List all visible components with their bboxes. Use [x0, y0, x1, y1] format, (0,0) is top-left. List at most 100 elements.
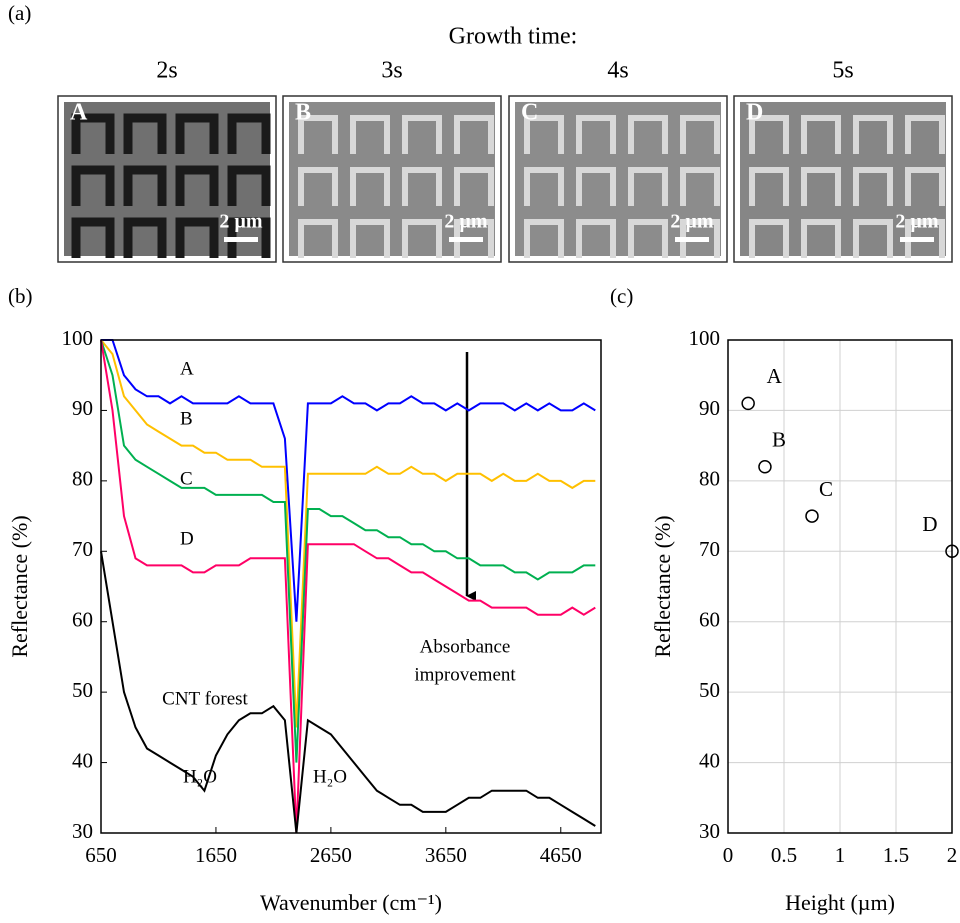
pattern: [628, 219, 668, 258]
pattern: [350, 167, 390, 206]
image-label: A: [70, 100, 88, 126]
point-label: A: [767, 364, 783, 388]
pattern: [123, 113, 167, 154]
scale-bar: [675, 237, 709, 242]
series-label: C: [180, 468, 193, 489]
series-line: [100, 339, 596, 728]
pattern: [628, 167, 668, 206]
x-tick-label: 2: [947, 843, 958, 867]
y-tick-label: 80: [699, 467, 720, 491]
pattern: [227, 165, 271, 206]
y-tick-label: 40: [699, 748, 720, 772]
pattern: [680, 167, 720, 206]
pattern: [576, 219, 616, 258]
x-tick-label: 4650: [540, 843, 582, 867]
pattern: [801, 219, 841, 258]
annotation: improvement: [414, 664, 516, 685]
pattern: [524, 219, 564, 258]
pattern: [749, 219, 789, 258]
pattern: [175, 217, 219, 258]
series-line: [101, 339, 596, 622]
pattern: [350, 115, 390, 154]
pattern: [905, 115, 945, 154]
images-title: Growth time:: [449, 24, 578, 50]
series-label: D: [180, 528, 194, 549]
y-tick-label: 50: [72, 678, 93, 702]
pattern: [524, 115, 564, 154]
point: [805, 509, 819, 523]
growth-time: 2s: [156, 58, 177, 84]
image-label: C: [521, 100, 538, 126]
scale-bar: [449, 237, 483, 242]
growth-time: 4s: [607, 58, 628, 84]
pattern: [298, 167, 338, 206]
x-tick-label: 2650: [310, 843, 352, 867]
y-tick-label: 90: [699, 396, 720, 420]
x-tick-label: 1.5: [883, 843, 909, 867]
y-axis-label: Reflectance (%): [650, 515, 675, 657]
x-tick-label: 0.5: [771, 843, 797, 867]
pattern: [628, 115, 668, 154]
pattern: [853, 167, 893, 206]
sem-image: [289, 102, 495, 256]
series-label: CNT forest: [162, 688, 248, 709]
y-axis-label: Reflectance (%): [7, 515, 32, 657]
growth-time: 3s: [381, 58, 402, 84]
series-line: [100, 339, 596, 834]
scale-label: 2 µm: [670, 211, 714, 233]
pattern: [123, 217, 167, 258]
x-axis-label: Wavenumber (cm⁻¹): [260, 890, 442, 915]
plot-frame: [727, 339, 953, 834]
pattern: [175, 165, 219, 206]
pattern: [680, 115, 720, 154]
pattern: [402, 115, 442, 154]
annotation: H₂O: [183, 766, 217, 787]
annotation: H₂O: [313, 766, 347, 787]
pattern: [576, 167, 616, 206]
sem-image: [64, 102, 270, 256]
annotation: Absorbance: [420, 636, 511, 657]
y-tick-label: 70: [72, 537, 93, 561]
pattern: [350, 219, 390, 258]
image-label: B: [295, 100, 311, 126]
pattern: [71, 165, 115, 206]
pattern: [524, 167, 564, 206]
pattern: [71, 113, 115, 154]
y-tick-label: 60: [699, 608, 720, 632]
pattern: [801, 115, 841, 154]
pattern: [749, 167, 789, 206]
pattern: [175, 113, 219, 154]
pattern: [227, 113, 271, 154]
series-line: [100, 551, 596, 834]
pattern: [749, 115, 789, 154]
panel-label: (b): [8, 284, 33, 308]
pattern: [123, 165, 167, 206]
pattern: [853, 219, 893, 258]
series-line: [100, 339, 596, 763]
y-tick-label: 100: [62, 326, 94, 350]
pattern: [298, 115, 338, 154]
y-tick-label: 60: [72, 608, 93, 632]
point: [758, 460, 772, 474]
scale-label: 2 µm: [895, 211, 939, 233]
pattern: [402, 167, 442, 206]
scale-bar: [224, 237, 258, 242]
panel-label: (c): [610, 284, 633, 308]
x-tick-label: 3650: [425, 843, 467, 867]
y-tick-label: 50: [699, 678, 720, 702]
y-tick-label: 30: [699, 819, 720, 843]
y-tick-label: 80: [72, 467, 93, 491]
pattern: [402, 219, 442, 258]
scale-bar: [900, 237, 934, 242]
point: [741, 396, 755, 411]
plot-frame: [100, 339, 602, 834]
pattern: [801, 167, 841, 206]
x-tick-label: 1650: [195, 843, 237, 867]
y-tick-label: 100: [689, 326, 721, 350]
pattern: [71, 217, 115, 258]
pattern: [454, 115, 494, 154]
y-tick-label: 70: [699, 537, 720, 561]
pattern: [298, 219, 338, 258]
x-tick-label: 1: [835, 843, 846, 867]
